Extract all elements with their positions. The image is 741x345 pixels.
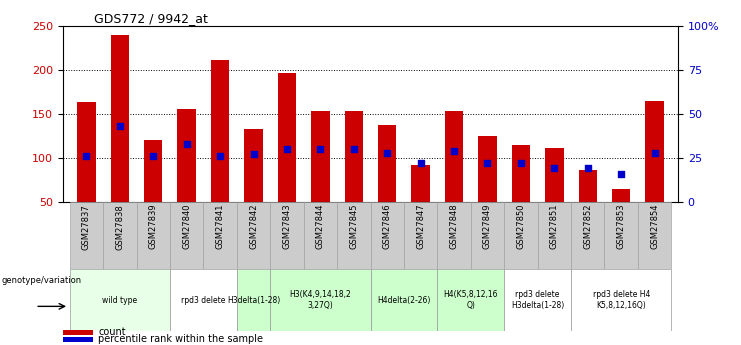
Bar [177, 109, 196, 202]
Point [147, 153, 159, 159]
Text: rpd3 delete H4
K5,8,12,16Q): rpd3 delete H4 K5,8,12,16Q) [593, 290, 650, 310]
Bar [237, 202, 270, 269]
Bar [445, 111, 463, 202]
Bar [170, 269, 237, 331]
Text: GSM27854: GSM27854 [650, 204, 659, 249]
Point [415, 160, 427, 166]
Text: rpd3 delete: rpd3 delete [182, 296, 225, 305]
Text: GSM27843: GSM27843 [282, 204, 291, 249]
Text: GSM27840: GSM27840 [182, 204, 191, 249]
Text: rpd3 delete
H3delta(1-28): rpd3 delete H3delta(1-28) [511, 290, 564, 310]
Bar [144, 140, 162, 202]
Point [81, 153, 93, 159]
Bar [270, 202, 304, 269]
Text: percentile rank within the sample: percentile rank within the sample [98, 334, 263, 344]
Point [348, 146, 359, 152]
Text: GSM27848: GSM27848 [450, 204, 459, 249]
Bar [211, 60, 229, 202]
Bar [70, 202, 103, 269]
Point [382, 150, 393, 155]
Bar [571, 202, 605, 269]
Point [181, 141, 193, 147]
Point [281, 146, 293, 152]
Point [448, 148, 460, 154]
Bar [203, 202, 237, 269]
Text: count: count [98, 327, 126, 337]
Bar [571, 269, 671, 331]
Bar [378, 125, 396, 202]
Text: GSM27849: GSM27849 [483, 204, 492, 249]
Bar [63, 330, 93, 335]
Text: GSM27846: GSM27846 [382, 204, 392, 249]
Bar [337, 202, 370, 269]
Point [582, 166, 594, 171]
Point [214, 153, 226, 159]
Bar [579, 170, 597, 202]
Bar [504, 269, 571, 331]
Text: genotype/variation: genotype/variation [1, 276, 82, 285]
Bar [538, 202, 571, 269]
Bar [304, 202, 337, 269]
Text: GSM27845: GSM27845 [349, 204, 359, 249]
Point [247, 151, 259, 157]
Bar [437, 202, 471, 269]
Bar [638, 202, 671, 269]
Bar [404, 202, 437, 269]
Bar [270, 269, 370, 331]
Bar [504, 202, 538, 269]
Bar [245, 129, 263, 202]
Bar [170, 202, 203, 269]
Bar [136, 202, 170, 269]
Point [515, 160, 527, 166]
Text: H4delta(2-26): H4delta(2-26) [377, 296, 431, 305]
Bar [311, 111, 330, 202]
Point [314, 146, 326, 152]
Bar [471, 202, 504, 269]
Bar [612, 189, 631, 202]
Bar [345, 111, 363, 202]
Bar [110, 35, 129, 202]
Text: wild type: wild type [102, 296, 137, 305]
Text: GSM27837: GSM27837 [82, 204, 91, 249]
Text: H4(K5,8,12,16
Q): H4(K5,8,12,16 Q) [444, 290, 498, 310]
Bar [278, 72, 296, 202]
Text: GSM27841: GSM27841 [216, 204, 225, 249]
Bar [545, 148, 564, 202]
Text: H3(K4,9,14,18,2
3,27Q): H3(K4,9,14,18,2 3,27Q) [290, 290, 351, 310]
Text: GSM27838: GSM27838 [116, 204, 124, 249]
Bar [512, 145, 530, 202]
Text: GSM27851: GSM27851 [550, 204, 559, 249]
Point [548, 166, 560, 171]
Bar [437, 269, 504, 331]
Text: GSM27852: GSM27852 [583, 204, 592, 249]
Bar [370, 202, 404, 269]
Bar [103, 202, 136, 269]
Bar [411, 165, 430, 202]
Text: GSM27842: GSM27842 [249, 204, 258, 249]
Text: H3delta(1-28): H3delta(1-28) [227, 296, 280, 305]
Text: GSM27853: GSM27853 [617, 204, 625, 249]
Point [482, 160, 494, 166]
Text: GSM27844: GSM27844 [316, 204, 325, 249]
Text: GSM27839: GSM27839 [149, 204, 158, 249]
Text: GDS772 / 9942_at: GDS772 / 9942_at [93, 12, 207, 25]
Bar [77, 102, 96, 202]
Bar [605, 202, 638, 269]
Text: GSM27847: GSM27847 [416, 204, 425, 249]
Bar [478, 136, 496, 202]
Bar [70, 269, 170, 331]
Bar [370, 269, 437, 331]
Text: GSM27850: GSM27850 [516, 204, 525, 249]
Point [648, 150, 660, 155]
Bar [645, 101, 664, 202]
Point [114, 124, 126, 129]
Bar [63, 337, 93, 342]
Point [615, 171, 627, 176]
Bar [237, 269, 270, 331]
